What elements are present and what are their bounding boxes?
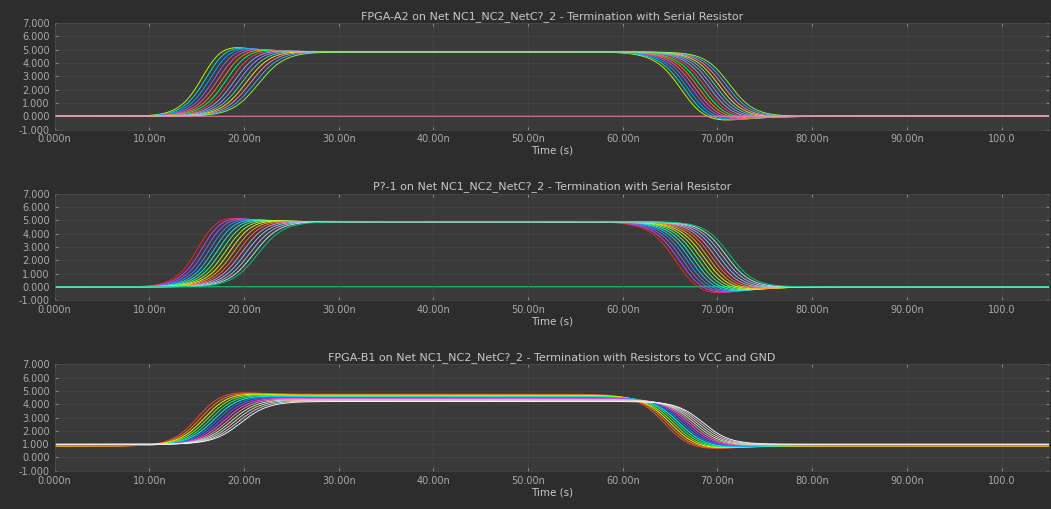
X-axis label: Time (s): Time (s) bbox=[531, 146, 573, 156]
X-axis label: Time (s): Time (s) bbox=[531, 317, 573, 326]
Title: P?-1 on Net NC1_NC2_NetC?_2 - Termination with Serial Resistor: P?-1 on Net NC1_NC2_NetC?_2 - Terminatio… bbox=[373, 181, 730, 192]
Title: FPGA-B1 on Net NC1_NC2_NetC?_2 - Termination with Resistors to VCC and GND: FPGA-B1 on Net NC1_NC2_NetC?_2 - Termina… bbox=[328, 352, 776, 363]
X-axis label: Time (s): Time (s) bbox=[531, 487, 573, 497]
Title: FPGA-A2 on Net NC1_NC2_NetC?_2 - Termination with Serial Resistor: FPGA-A2 on Net NC1_NC2_NetC?_2 - Termina… bbox=[360, 11, 743, 22]
